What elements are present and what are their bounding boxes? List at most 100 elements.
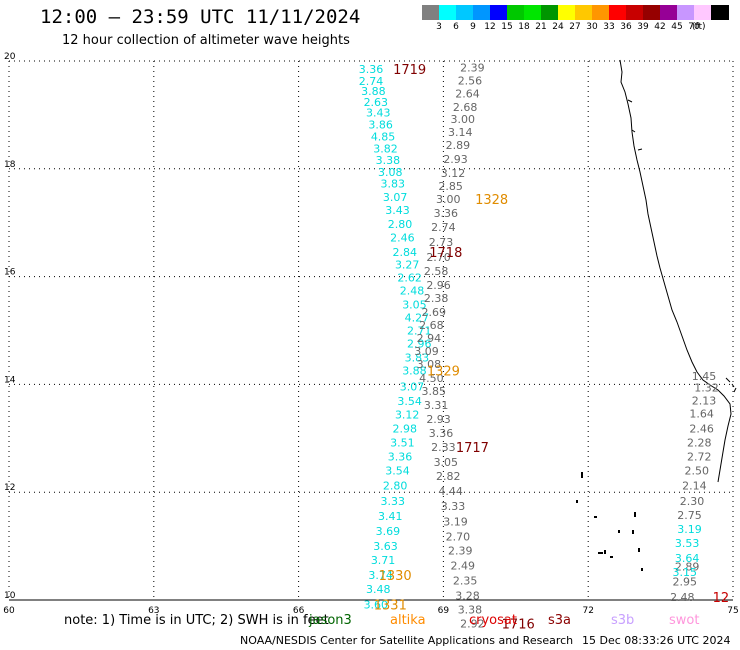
wave-height-label: 3.88 — [361, 85, 386, 98]
legend-level-label: 70 — [688, 22, 700, 32]
wave-height-label: 4.85 — [371, 130, 396, 143]
wave-height-label: 3.54 — [397, 395, 422, 408]
legend-level-label: 18 — [518, 22, 530, 32]
wave-height-label: 2.92 — [460, 618, 485, 631]
wave-height-label: 2.70 — [426, 251, 451, 264]
satellite-legend-swot: swot — [669, 613, 700, 628]
pass-time-labels: 1719 1328 1718 1329 1717 1330 1331 1716 12 — [374, 63, 729, 633]
wave-height-label: 2.80 — [383, 480, 408, 493]
legend-level-label: 27 — [569, 22, 581, 32]
legend-level-label: 3 — [436, 22, 442, 32]
wave-height-label: 3.19 — [677, 523, 702, 536]
wave-height-label: 3.05 — [402, 299, 427, 312]
legend-unit: (ft) — [692, 22, 706, 32]
wave-height-label: 2.64 — [455, 87, 480, 100]
y-tick-label: 18 — [4, 160, 16, 170]
islands — [576, 472, 643, 571]
y-tick-label: 16 — [4, 268, 16, 278]
wave-height-label: 2.75 — [677, 509, 702, 522]
legend-level-label: 9 — [470, 22, 476, 32]
wave-height-label: 2.93 — [443, 153, 468, 166]
wave-height-label: 3.12 — [395, 409, 420, 422]
legend-swatch — [609, 5, 627, 20]
wave-height-label: 2.98 — [393, 423, 418, 436]
wave-height-label: 3.38 — [376, 154, 401, 167]
wave-height-label: 3.54 — [385, 465, 410, 478]
y-tick-label: 20 — [4, 52, 16, 62]
satellite-legend-s3b: s3b — [611, 613, 635, 628]
wave-height-label: 3.36 — [388, 451, 413, 464]
legend-swatch — [592, 5, 610, 20]
wave-height-label: 2.93 — [426, 413, 451, 426]
legend-level-label: 30 — [586, 22, 598, 32]
wave-height-label: 2.94 — [417, 332, 442, 345]
wave-height-label: 2.73 — [429, 236, 454, 249]
x-tick-label: 63 — [148, 606, 159, 616]
wave-height-label: 3.69 — [376, 525, 401, 538]
wave-height-label: 3.38 — [458, 604, 483, 617]
wave-height-label: 2.89 — [675, 561, 700, 574]
y-tick-label: 10 — [4, 591, 16, 601]
legend-level-label: 45 — [671, 22, 683, 32]
wave-height-label: 2.85 — [438, 180, 463, 193]
legend-level-label: 42 — [654, 22, 666, 32]
wave-height-label: 3.12 — [441, 167, 466, 180]
legend-swatch — [677, 5, 695, 20]
legend-swatch — [626, 5, 644, 20]
wave-height-labels: 3.362.743.882.633.433.864.853.823.383.08… — [359, 61, 719, 630]
pass-time-label: 1716 — [502, 618, 535, 633]
grid — [8, 60, 734, 601]
wave-height-label: 4.50 — [419, 372, 444, 385]
wave-height-label: 2.39 — [448, 544, 473, 557]
wave-height-label: 2.74 — [359, 75, 384, 88]
wave-height-label: 2.48 — [670, 591, 695, 604]
wave-height-label: 2.33 — [431, 441, 456, 454]
wave-height-label: 2.38 — [424, 292, 449, 305]
wave-height-label: 2.58 — [424, 265, 449, 278]
wave-height-label: 3.36 — [429, 427, 454, 440]
x-tick-label: 66 — [293, 606, 305, 616]
x-tick-label: 69 — [438, 606, 450, 616]
wave-height-label: 3.41 — [378, 510, 403, 523]
legend-swatch — [456, 5, 474, 20]
wave-height-label: 2.62 — [397, 272, 422, 285]
legend-swatch — [660, 5, 678, 20]
wave-height-label: 2.50 — [685, 465, 710, 478]
legend-swatch — [524, 5, 542, 20]
wave-height-label: 2.69 — [421, 306, 446, 319]
wave-height-label: 2.30 — [680, 495, 705, 508]
wave-height-label: 3.14 — [448, 126, 473, 139]
wave-height-label: 2.14 — [682, 480, 707, 493]
wave-height-label: 2.68 — [419, 319, 444, 332]
wave-height-label: 2.95 — [672, 576, 697, 589]
y-tick-label: 14 — [4, 375, 16, 385]
wave-height-label: 2.89 — [446, 139, 471, 152]
pass-time-label: 1718 — [429, 246, 462, 261]
wave-height-label: 3.71 — [371, 554, 396, 567]
pass-time-label: 1330 — [379, 569, 412, 584]
wave-height-label: 2.82 — [436, 470, 461, 483]
legend-level-label: 12 — [484, 22, 496, 32]
legend-swatch — [439, 5, 457, 20]
wave-height-label: 2.13 — [692, 395, 717, 408]
wave-height-label: 3.51 — [390, 437, 415, 450]
wave-height-label: 3.28 — [455, 590, 480, 603]
wave-height-label: 2.71 — [407, 325, 432, 338]
chart-title: 12:00 – 23:59 UTC 11/11/2024 — [40, 6, 361, 28]
legend-level-label: 21 — [535, 22, 547, 32]
wave-height-label: 2.96 — [426, 279, 451, 292]
pass-time-label: 1329 — [427, 364, 460, 379]
wave-height-label: 2.68 — [453, 101, 478, 114]
pass-time-label: 1717 — [456, 441, 489, 456]
wave-height-label: 3.48 — [366, 583, 391, 596]
legend-level-label: 15 — [501, 22, 513, 32]
wave-height-label: 2.49 — [450, 560, 475, 573]
wave-height-label: 2.28 — [687, 437, 712, 450]
y-tick-label: 12 — [4, 483, 15, 493]
wave-height-label: 1.45 — [692, 370, 717, 383]
wave-height-label: 3.86 — [368, 119, 393, 132]
wave-height-label: 3.74 — [368, 569, 393, 582]
legend-level-label: 33 — [603, 22, 615, 32]
wave-height-label: 3.43 — [366, 107, 391, 120]
